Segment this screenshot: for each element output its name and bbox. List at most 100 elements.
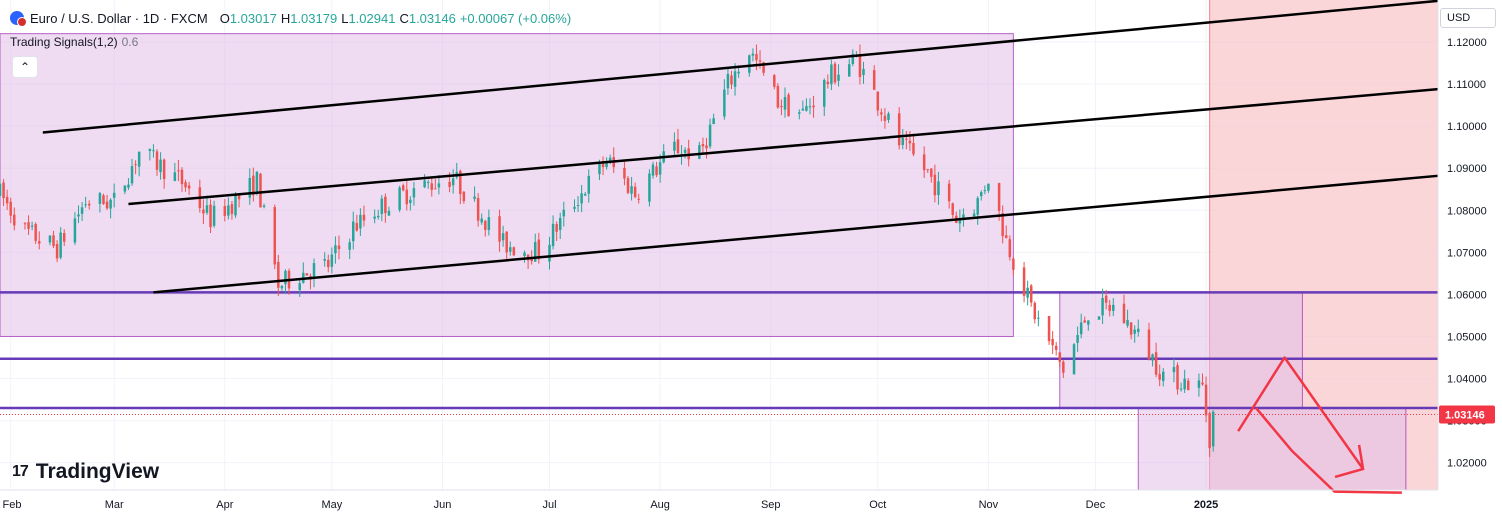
candle-body bbox=[551, 223, 555, 247]
candle-body bbox=[412, 188, 416, 198]
symbol-title[interactable]: Euro / U.S. Dollar · 1D · FXCM bbox=[30, 10, 208, 26]
x-tick-label: Nov bbox=[979, 499, 999, 511]
candle-body bbox=[109, 199, 112, 209]
channel-top[interactable] bbox=[42, 0, 1439, 134]
candle-body bbox=[730, 75, 733, 85]
change-value: +0.00067 (+0.06%) bbox=[459, 10, 572, 26]
candle-body bbox=[630, 186, 633, 194]
candle-body bbox=[212, 205, 216, 226]
candle-body bbox=[580, 193, 583, 204]
x-tick-label: Oct bbox=[869, 499, 886, 511]
zones bbox=[0, 33, 1407, 491]
candle-body bbox=[1186, 380, 1190, 390]
candle-body bbox=[512, 247, 516, 256]
y-tick-label: 1.07000 bbox=[1447, 247, 1487, 259]
indicator-legend[interactable]: Trading Signals(1,2) 0.6 bbox=[10, 35, 138, 49]
candle-body bbox=[787, 94, 790, 117]
low-label: L bbox=[341, 10, 349, 26]
open-label: O bbox=[219, 10, 230, 26]
candle-body bbox=[783, 97, 787, 110]
y-tick-label: 1.11000 bbox=[1447, 79, 1486, 91]
zone-main[interactable] bbox=[0, 33, 1014, 337]
candle-body bbox=[80, 207, 84, 214]
candle-body bbox=[48, 235, 52, 243]
candle-body bbox=[430, 183, 434, 190]
candle-body bbox=[262, 205, 266, 207]
x-tick-label: Jul bbox=[542, 499, 556, 511]
price-axis[interactable]: 1.12000 1.11000 1.10000 1.09000 1.08000 1.070… bbox=[1447, 37, 1487, 470]
chevron-up-icon: ⌃ bbox=[19, 60, 31, 74]
candle-body bbox=[73, 218, 77, 243]
candle-body bbox=[951, 203, 954, 215]
candle-body bbox=[705, 145, 708, 149]
candle-body bbox=[1183, 378, 1186, 390]
candle-body bbox=[623, 167, 626, 179]
zone-low[interactable] bbox=[1137, 407, 1407, 491]
candle-body bbox=[633, 186, 637, 198]
collapse-legend-button[interactable]: ⌃ bbox=[12, 56, 38, 78]
close-label: C bbox=[399, 10, 409, 26]
candle-body bbox=[987, 183, 990, 191]
candle-body bbox=[748, 55, 751, 73]
candle-body bbox=[826, 81, 830, 85]
candle-body bbox=[676, 139, 680, 154]
candle-body bbox=[1179, 388, 1183, 390]
candle-body bbox=[587, 175, 591, 194]
candle-body bbox=[922, 154, 926, 171]
projection-arrowhead-main bbox=[1334, 444, 1365, 479]
indicator-name: Trading Signals(1,2) bbox=[10, 35, 118, 49]
candle-body bbox=[872, 70, 876, 90]
candle-body bbox=[30, 225, 34, 227]
candle-body bbox=[1001, 212, 1004, 237]
candle-body bbox=[487, 217, 491, 231]
candle-body bbox=[38, 241, 41, 244]
currency-selector[interactable]: USD bbox=[1440, 8, 1496, 28]
y-tick-label: 1.06000 bbox=[1447, 289, 1487, 301]
candle-body bbox=[908, 140, 912, 144]
candle-body bbox=[887, 113, 890, 120]
candle-body bbox=[112, 192, 116, 198]
candle-body bbox=[1079, 322, 1083, 335]
candle-body bbox=[723, 89, 726, 117]
candle-body bbox=[830, 64, 833, 85]
current-price-text: 1.03146 bbox=[1445, 409, 1485, 421]
candle-body bbox=[359, 214, 362, 229]
candle-body bbox=[1112, 304, 1115, 311]
candle-body bbox=[401, 185, 405, 191]
projection-arrows[interactable] bbox=[1237, 356, 1402, 494]
candle-body bbox=[733, 71, 737, 87]
y-tick-label: 1.05000 bbox=[1447, 331, 1487, 343]
candle-body bbox=[426, 182, 430, 184]
channel-bottom[interactable] bbox=[153, 174, 1439, 294]
candle-body bbox=[701, 144, 705, 147]
candle-body bbox=[2, 182, 5, 199]
channel-lines[interactable] bbox=[42, 0, 1439, 294]
x-tick-label: Aug bbox=[650, 499, 670, 511]
candle-body bbox=[726, 73, 730, 89]
candle-body bbox=[473, 196, 476, 199]
candle-body bbox=[1026, 287, 1029, 298]
candle-body bbox=[448, 181, 451, 187]
current-price-badge bbox=[1439, 405, 1495, 424]
projection-arrow-main[interactable] bbox=[1237, 356, 1365, 470]
candle-body bbox=[780, 106, 783, 108]
candle-body bbox=[98, 193, 102, 204]
candle-body bbox=[876, 91, 880, 111]
candle-body bbox=[776, 85, 780, 108]
candle-body bbox=[409, 199, 412, 203]
candle-body bbox=[637, 198, 640, 200]
channel-middle[interactable] bbox=[128, 87, 1439, 206]
candle-body bbox=[673, 141, 676, 151]
projection-arrow-secondary[interactable] bbox=[1255, 407, 1402, 494]
tradingview-logo: 17 TradingView bbox=[12, 460, 159, 484]
candle-body bbox=[962, 214, 965, 221]
candle-body bbox=[901, 137, 905, 145]
candle-body bbox=[1154, 352, 1158, 375]
candle-body bbox=[77, 214, 80, 217]
candle-body bbox=[434, 188, 437, 190]
horizontal-levels[interactable] bbox=[0, 291, 1438, 415]
candle-body bbox=[555, 224, 558, 232]
time-axis[interactable]: Feb Mar Apr May Jun Jul Aug Sep Oct Nov Dec 2025 bbox=[3, 499, 1219, 511]
candle-body bbox=[252, 175, 255, 196]
